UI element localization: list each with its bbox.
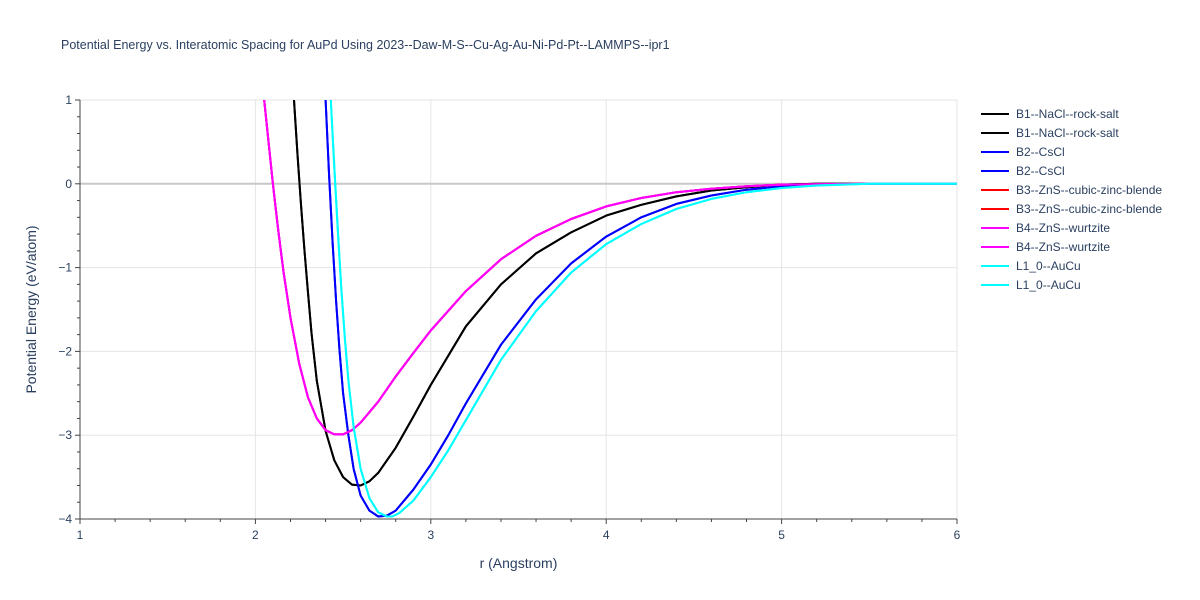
legend-label: B1--NaCl--rock-salt: [1016, 107, 1119, 121]
series-line: [324, 100, 957, 518]
y-tick-label: −4: [58, 512, 72, 526]
series-line: [329, 100, 957, 518]
series-group: [263, 100, 957, 518]
legend-label: B2--CsCl: [1016, 164, 1065, 178]
legend-label: B4--ZnS--wurtzite: [1016, 240, 1110, 254]
y-tick-label: −3: [58, 428, 72, 442]
x-tick-label: 6: [954, 528, 961, 542]
series-line: [324, 100, 957, 518]
x-tick-label: 3: [427, 528, 434, 542]
x-tick-label: 4: [603, 528, 610, 542]
legend-label: B1--NaCl--rock-salt: [1016, 126, 1119, 140]
legend-label: B3--ZnS--cubic-zinc-blende: [1016, 202, 1162, 216]
legend: B1--NaCl--rock-salt B1--NaCl--rock-salt B2…: [981, 107, 1162, 292]
grid: [80, 99, 958, 520]
x-tick-labels: 1 2 3 4 5 6: [77, 528, 961, 542]
y-axis-title: Potential Energy (eV/atom): [23, 225, 39, 393]
y-tick-labels: 1 0 −1 −2 −3 −4: [58, 93, 72, 526]
y-tick-label: 0: [65, 177, 72, 191]
legend-label: L1_0--AuCu: [1016, 259, 1081, 273]
series-line: [293, 100, 957, 487]
series-line: [329, 100, 957, 518]
x-axis-title: r (Angstrom): [480, 555, 558, 571]
x-tick-label: 5: [778, 528, 785, 542]
y-tick-label: 1: [65, 93, 72, 107]
series-line: [293, 100, 957, 487]
legend-label: B4--ZnS--wurtzite: [1016, 221, 1110, 235]
legend-label: B3--ZnS--cubic-zinc-blende: [1016, 183, 1162, 197]
x-tick-label: 2: [252, 528, 259, 542]
y-tick-label: −1: [58, 261, 72, 275]
x-tick-label: 1: [77, 528, 84, 542]
legend-label: B2--CsCl: [1016, 145, 1065, 159]
legend-label: L1_0--AuCu: [1016, 278, 1081, 292]
y-tick-label: −2: [58, 344, 72, 358]
axes: [75, 99, 958, 524]
series-line: [263, 100, 957, 436]
chart-title: Potential Energy vs. Interatomic Spacing…: [61, 38, 670, 52]
